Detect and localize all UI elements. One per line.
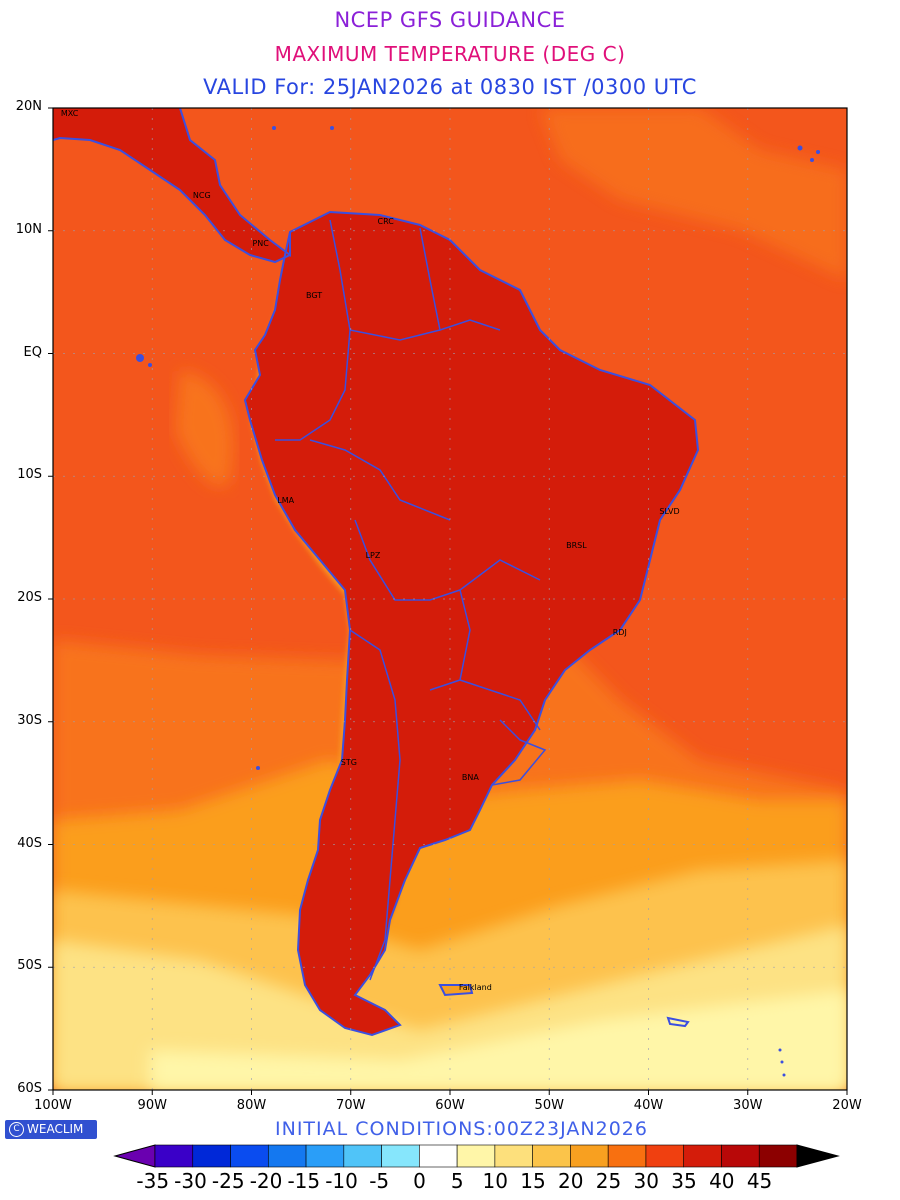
colorbar-swatch [532,1144,571,1168]
colorbar-label: 45 [746,1169,773,1193]
colorbar-label: -20 [249,1169,283,1193]
y-tick-label: 20S [17,590,42,605]
lat-lon-grid [53,108,847,1090]
colorbar-swatch [192,1144,231,1168]
x-tick-label: 100W [34,1098,72,1113]
axis-ticks [48,107,848,1095]
colorbar-swatch [230,1144,269,1168]
colorbar-label: -30 [174,1169,207,1193]
x-tick-label: 80W [236,1098,267,1113]
city-label-bgt: BGT [306,290,323,300]
initial-conditions: INITIAL CONDITIONS:00Z23JAN2026 [275,1118,648,1140]
coastlines [53,108,699,1036]
colorbar-under-arrow [113,1144,156,1168]
falkland-islands [438,984,474,997]
y-tick-label: 10S [17,467,42,483]
colorbar-swatch [607,1144,647,1168]
colorbar-label: 15 [520,1169,546,1193]
colorbar-label: 0 [413,1169,426,1193]
copyright-icon: C [9,1122,24,1137]
x-tick-label: 90W [137,1098,167,1113]
colorbar-swatch [721,1144,760,1168]
colorbar-swatch [267,1144,307,1168]
logo-text: WEACLIM [27,1122,84,1136]
header-valid-time: VALID For: 25JAN2026 at 0830 IST /0300 U… [203,75,697,99]
city-label-rdj: RDJ [612,628,627,638]
city-label-lpz: LPZ [365,551,381,561]
y-tick-label: EQ [23,344,42,360]
colorbar-swatch [570,1144,609,1168]
x-tick-label: 70W [336,1098,366,1113]
colorbar-swatch [758,1144,798,1168]
colorbar-swatch [683,1144,722,1168]
x-tick-label: 30W [733,1098,763,1113]
south-georgia-island [666,1016,690,1028]
colorbar-swatch [645,1144,685,1168]
weaclim-logo: C WEACLIM [5,1120,97,1139]
colorbar-swatch [381,1144,420,1168]
colorbar-label: 20 [558,1169,584,1193]
colorbar-label: 25 [595,1169,622,1193]
x-tick-label: 20W [832,1098,862,1113]
country-borders [275,219,547,981]
colorbar-label: 40 [709,1169,735,1193]
x-tick-label: 40W [633,1098,664,1113]
pacific-cool-tongue [175,370,234,487]
colorbar-swatch [456,1144,496,1168]
city-label-stg: STG [340,758,357,768]
colorbar-label: -25 [211,1169,245,1193]
colorbar-label: 10 [482,1169,508,1193]
x-tick-label: 50W [534,1098,564,1113]
header-variable-title: MAXIMUM TEMPERATURE (DEG C) [274,42,626,66]
y-tick-label: 40S [17,835,42,851]
y-tick-label: 60S [17,1081,42,1096]
city-label-falkland: Falkland [458,983,492,993]
city-label-slvd: SLVD [659,506,680,516]
city-label-pnc: PNC [252,239,269,249]
colorbar-swatch [154,1144,194,1168]
colorbar-label: -35 [136,1169,170,1193]
city-label-lma: LMA [277,495,295,505]
colorbar-label: -15 [287,1169,321,1193]
y-tick-label: 30S [17,712,42,728]
map-field [53,108,847,1090]
city-label-ncg: NCG [192,191,211,201]
colorbar-swatch [343,1144,382,1168]
colorbar-label: 30 [633,1169,659,1193]
ocean-far-south-band [150,990,847,1090]
y-tick-label: 20N [15,99,42,114]
colorbar-swatch [494,1144,533,1168]
colorbar-label: 35 [671,1169,697,1193]
x-tick-label: 60W [435,1098,465,1113]
city-label-brsl: BRSL [566,541,587,551]
city-label-bna: BNA [461,773,479,783]
colorbar-label: 5 [450,1169,464,1193]
colorbar-over-arrow [796,1144,840,1168]
colorbar-label: -5 [369,1169,390,1193]
y-tick-label: 10N [15,221,42,237]
header-model-title: NCEP GFS GUIDANCE [334,8,566,32]
city-label-mxc: MXC [60,109,79,119]
city-label-crc: CRC [377,217,394,227]
colorbar-swatch [419,1144,458,1168]
colorbar-label: -10 [325,1169,358,1193]
small-islands [136,126,820,1077]
colorbar-swatch [305,1144,345,1168]
y-tick-label: 50S [17,958,42,974]
atlantic-mid-patch [540,108,847,280]
